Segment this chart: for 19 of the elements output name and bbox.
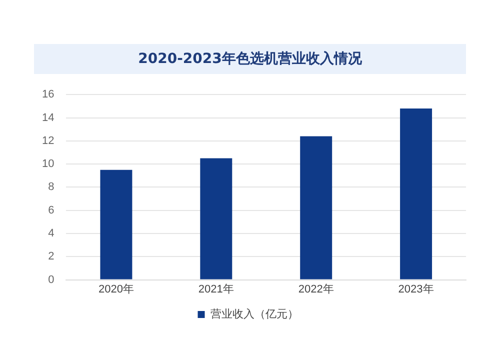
x-tick-label: 2022年 bbox=[298, 283, 334, 296]
y-tick-label: 16 bbox=[42, 88, 54, 101]
x-tick-label: 2021年 bbox=[198, 283, 234, 296]
bar bbox=[200, 158, 232, 280]
y-tick-label: 2 bbox=[48, 250, 54, 263]
x-tick-label: 2020年 bbox=[98, 283, 134, 296]
y-tick-label: 6 bbox=[48, 204, 54, 216]
legend-label: 营业收入（亿元） bbox=[210, 308, 298, 321]
bar bbox=[100, 170, 132, 280]
x-tick-label: 2023年 bbox=[398, 283, 434, 296]
y-tick-label: 8 bbox=[48, 181, 54, 194]
y-tick-label: 14 bbox=[42, 112, 54, 124]
bar bbox=[300, 136, 332, 280]
bar bbox=[400, 108, 432, 280]
y-tick-label: 12 bbox=[42, 134, 54, 147]
y-tick-label: 0 bbox=[48, 274, 54, 286]
y-tick-label: 10 bbox=[42, 158, 54, 170]
y-tick-label: 4 bbox=[48, 228, 54, 240]
chart-title: 2020-2023年色选机营业收入情况 bbox=[34, 44, 466, 74]
